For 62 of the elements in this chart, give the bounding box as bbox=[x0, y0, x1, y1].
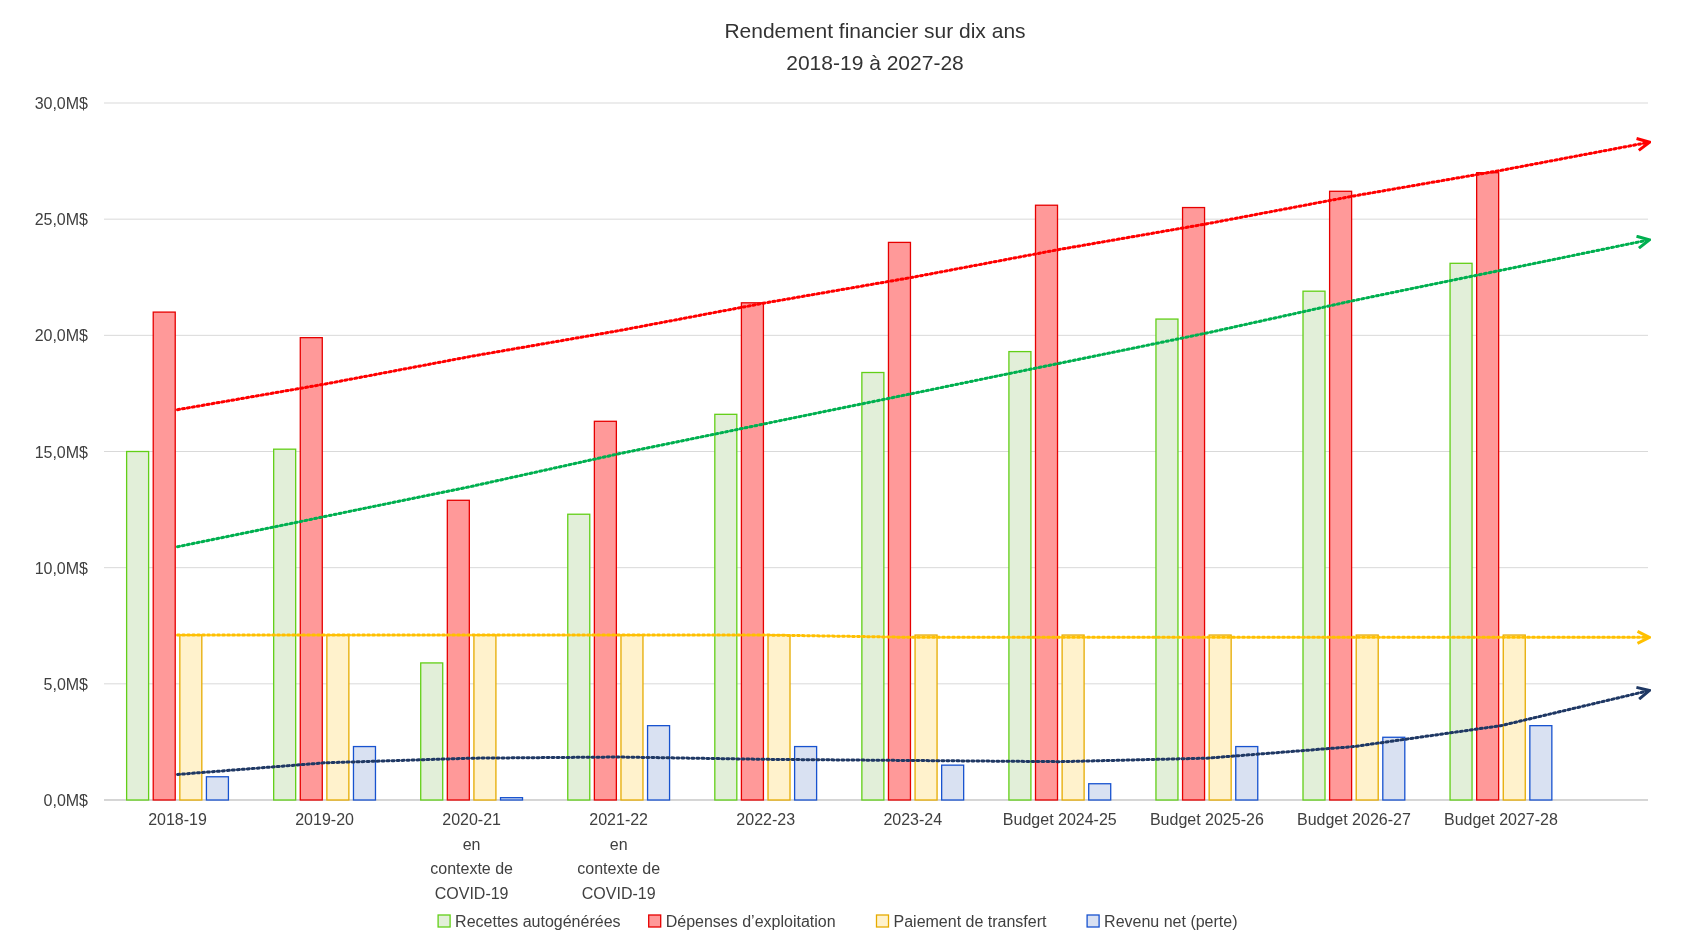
x-tick-label: 2023-24 bbox=[883, 811, 943, 828]
bar bbox=[152, 311, 176, 801]
legend-label: Recettes autogénérées bbox=[455, 913, 621, 930]
chart-title: Rendement financier sur dix ans 2018-19 à 2027-28 bbox=[724, 19, 1026, 74]
y-tick-label: 20,0M$ bbox=[34, 327, 89, 345]
x-tick-label: 2018-19 bbox=[148, 811, 207, 828]
bar bbox=[567, 513, 591, 801]
bar bbox=[473, 634, 497, 801]
x-tick-label: 2019-20 bbox=[295, 811, 355, 828]
x-tick-label: Budget 2027-28 bbox=[1444, 811, 1558, 828]
x-tick-label: 2021-22 en contexte de COVID-19 bbox=[577, 811, 661, 902]
bar bbox=[1155, 318, 1179, 801]
bar bbox=[499, 797, 524, 801]
bar bbox=[1181, 206, 1206, 801]
bar bbox=[125, 450, 150, 801]
bar bbox=[714, 413, 738, 801]
bar bbox=[861, 371, 885, 801]
bar bbox=[887, 241, 912, 801]
bar bbox=[420, 662, 444, 801]
bar bbox=[1449, 262, 1473, 801]
y-tick-label: 15,0M$ bbox=[34, 443, 89, 461]
y-tick-label: 10,0M$ bbox=[34, 559, 89, 577]
bar bbox=[1208, 634, 1232, 801]
bar bbox=[767, 634, 791, 801]
bar bbox=[1034, 204, 1059, 801]
bar bbox=[179, 634, 203, 801]
y-tick-label: 5,0M$ bbox=[43, 675, 89, 693]
legend-label: Paiement de transfert bbox=[893, 913, 1048, 930]
bar bbox=[1476, 172, 1500, 801]
bar bbox=[352, 745, 377, 801]
legend-label: Dépenses d’exploitation bbox=[665, 913, 836, 930]
y-tick-label: 25,0M$ bbox=[34, 211, 89, 229]
bar bbox=[1355, 634, 1379, 801]
x-tick-label: 2020-21 en contexte de COVID-19 bbox=[430, 811, 514, 902]
bar bbox=[646, 725, 671, 801]
bar bbox=[299, 337, 323, 801]
bar bbox=[326, 634, 350, 801]
bar bbox=[941, 764, 965, 801]
bar bbox=[273, 448, 297, 801]
bar bbox=[1235, 745, 1259, 801]
bar bbox=[205, 776, 230, 801]
bar bbox=[446, 499, 470, 801]
x-tick-label: Budget 2024-25 bbox=[1002, 811, 1117, 828]
x-tick-label: 2022-23 bbox=[736, 811, 796, 828]
bar bbox=[1502, 634, 1526, 801]
bar bbox=[1008, 350, 1032, 801]
bar bbox=[1328, 190, 1353, 801]
bar bbox=[593, 420, 618, 801]
bar bbox=[793, 745, 818, 801]
bar bbox=[740, 302, 765, 801]
bar bbox=[1382, 736, 1406, 801]
bar bbox=[914, 634, 938, 801]
bar bbox=[1302, 290, 1326, 801]
bar bbox=[1088, 783, 1112, 801]
x-tick-label: Budget 2025-26 bbox=[1149, 811, 1264, 828]
bar bbox=[1529, 725, 1553, 801]
y-tick-label: 30,0M$ bbox=[34, 95, 89, 112]
bar bbox=[620, 634, 644, 801]
bar bbox=[1061, 634, 1085, 801]
x-tick-label: Budget 2026-27 bbox=[1296, 811, 1411, 828]
legend-label: Revenu net (perte) bbox=[1104, 913, 1238, 930]
y-tick-label: 0,0M$ bbox=[43, 792, 89, 809]
